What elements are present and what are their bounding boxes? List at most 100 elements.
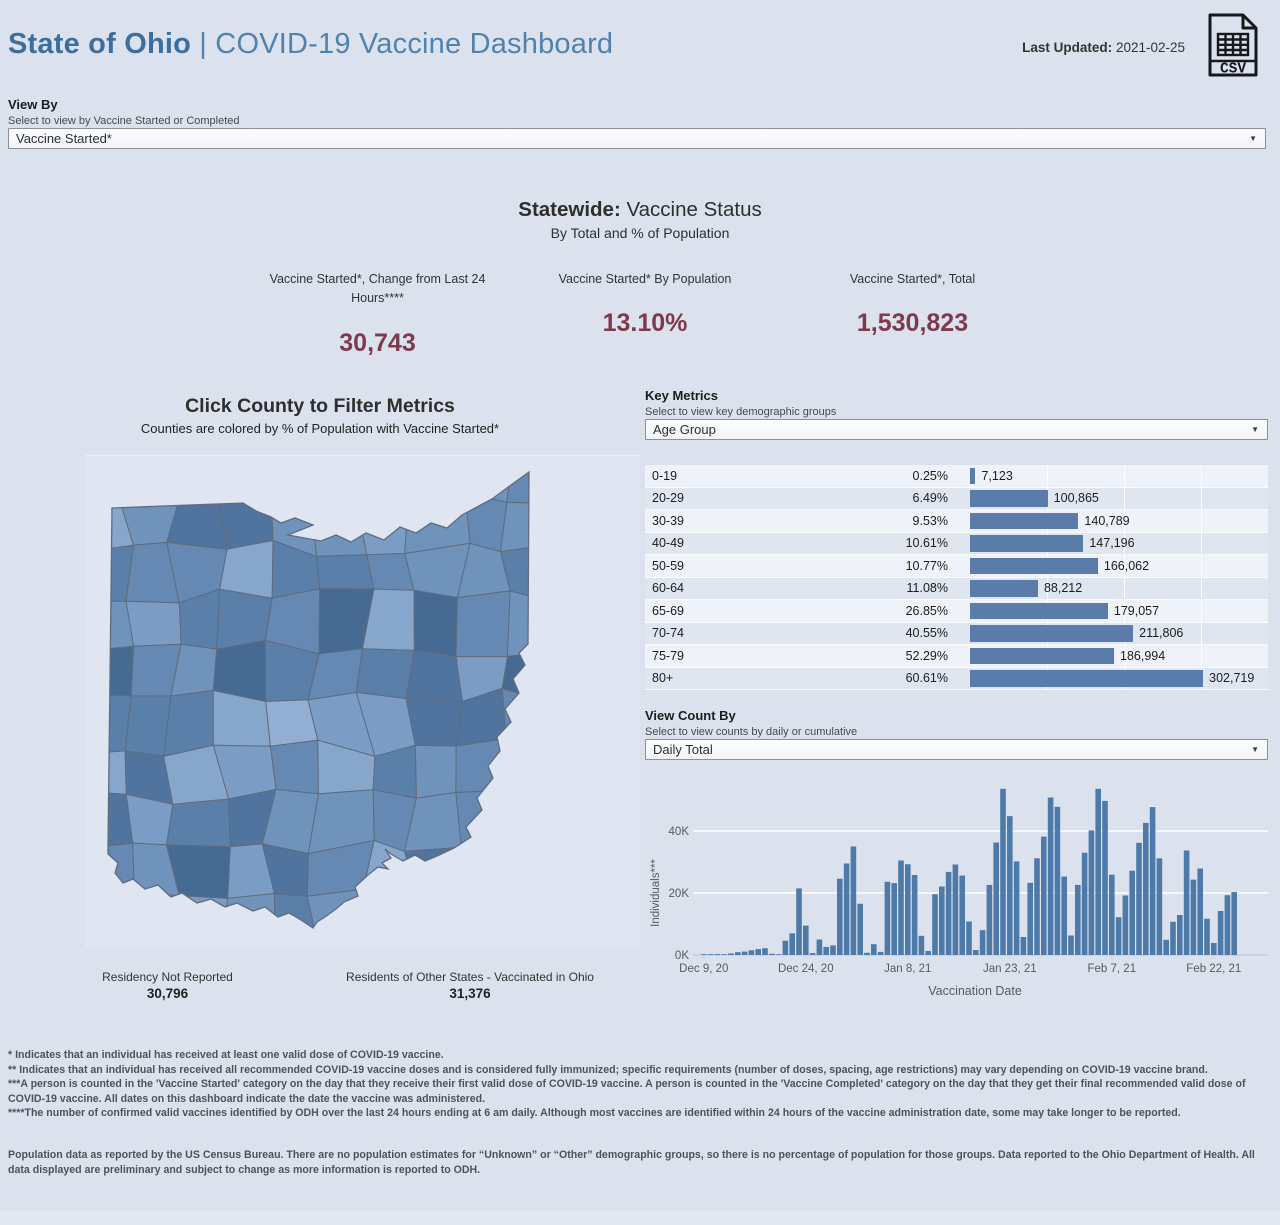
daily-bar[interactable] (1217, 911, 1224, 955)
daily-bar[interactable] (925, 951, 931, 955)
daily-bar[interactable] (769, 953, 775, 955)
daily-bar[interactable] (809, 953, 816, 955)
daily-bar[interactable] (1020, 937, 1027, 955)
daily-bar[interactable] (898, 860, 904, 956)
daily-bar[interactable] (1075, 884, 1081, 955)
daily-bar[interactable] (973, 950, 979, 955)
daily-bar[interactable] (755, 949, 761, 955)
daily-bar[interactable] (1177, 915, 1183, 955)
daily-bar[interactable] (1197, 868, 1203, 956)
demographic-group-select[interactable]: Age Group ▼ (645, 419, 1268, 440)
daily-bar[interactable] (945, 871, 952, 955)
daily-bar[interactable] (762, 948, 768, 955)
daily-bar[interactable] (1136, 842, 1142, 955)
county-shape[interactable] (413, 589, 458, 658)
county-shape[interactable] (172, 895, 229, 944)
county-shape[interactable] (455, 590, 511, 658)
daily-bar[interactable] (816, 939, 823, 956)
count-bar[interactable] (970, 490, 1048, 507)
daily-bar[interactable] (1054, 806, 1061, 955)
county-shape[interactable] (356, 456, 417, 508)
daily-bar[interactable] (1061, 876, 1067, 955)
daily-bar[interactable] (952, 864, 959, 956)
daily-bar[interactable] (721, 954, 727, 955)
county-shape[interactable] (85, 891, 135, 942)
daily-bar[interactable] (959, 875, 965, 955)
key-metrics-row[interactable]: 30-39 9.53% 140,789 (645, 510, 1268, 533)
county-shape[interactable] (85, 750, 127, 795)
county-shape[interactable] (311, 456, 361, 508)
daily-bar[interactable] (1068, 935, 1074, 956)
count-bar[interactable] (970, 467, 976, 484)
county-shape[interactable] (263, 456, 324, 505)
daily-bar[interactable] (877, 951, 884, 955)
daily-bar[interactable] (748, 950, 755, 955)
county-shape[interactable] (85, 544, 135, 602)
count-bar[interactable] (970, 512, 1079, 529)
county-shape[interactable] (508, 889, 558, 949)
county-shape[interactable] (501, 648, 560, 708)
daily-bar[interactable] (864, 952, 870, 955)
daily-bar[interactable] (1000, 788, 1006, 955)
key-metrics-row[interactable]: 40-49 10.61% 147,196 (645, 532, 1268, 555)
county-shape[interactable] (269, 739, 319, 795)
daily-bar[interactable] (986, 884, 993, 955)
key-metrics-row[interactable]: 50-59 10.77% 166,062 (645, 555, 1268, 578)
county-shape[interactable] (404, 489, 471, 555)
daily-bar[interactable] (1156, 858, 1163, 955)
county-shape[interactable] (85, 456, 127, 497)
key-metrics-row[interactable]: 70-74 40.55% 211,806 (645, 622, 1268, 645)
county-shape[interactable] (501, 687, 560, 740)
county-shape[interactable] (165, 798, 231, 848)
daily-bar[interactable] (1163, 939, 1169, 955)
daily-bar[interactable] (1109, 874, 1115, 955)
daily-bar[interactable] (905, 864, 911, 955)
county-shape[interactable] (219, 892, 276, 944)
county-shape[interactable] (315, 554, 375, 590)
daily-bar[interactable] (843, 863, 850, 956)
county-shape[interactable] (408, 456, 466, 493)
county-shape[interactable] (166, 493, 228, 550)
daily-bar[interactable] (782, 940, 789, 955)
key-metrics-row[interactable]: 75-79 52.29% 186,994 (645, 645, 1268, 668)
view-by-select[interactable]: Vaccine Started* ▼ (8, 128, 1266, 149)
csv-download-icon[interactable]: CSV (1205, 12, 1261, 78)
county-shape[interactable] (356, 489, 410, 556)
daily-bar[interactable] (823, 946, 829, 955)
key-metrics-row[interactable]: 60-64 11.08% 88,212 (645, 577, 1268, 600)
daily-bar[interactable] (911, 875, 918, 955)
key-metrics-row[interactable]: 0-19 0.25% 7,123 (645, 465, 1268, 488)
daily-bar[interactable] (1211, 942, 1217, 955)
county-shape[interactable] (125, 600, 182, 647)
daily-bar[interactable] (803, 925, 809, 955)
county-shape[interactable] (124, 695, 172, 757)
county-shape[interactable] (455, 789, 516, 853)
count-bar[interactable] (970, 602, 1108, 619)
county-shape[interactable] (218, 488, 274, 550)
daily-bar[interactable] (939, 886, 945, 956)
count-bar[interactable] (970, 670, 1204, 687)
county-shape[interactable] (506, 456, 558, 504)
county-shape[interactable] (355, 648, 415, 700)
daily-bar[interactable] (1190, 879, 1197, 955)
daily-bar[interactable] (1149, 807, 1156, 955)
daily-bar[interactable] (1115, 917, 1122, 955)
key-metrics-row[interactable]: 65-69 26.85% 179,057 (645, 600, 1268, 623)
daily-bar[interactable] (837, 878, 843, 955)
daily-bar[interactable] (741, 951, 748, 955)
count-bar[interactable] (970, 647, 1115, 664)
county-shape[interactable] (216, 456, 272, 502)
daily-bar[interactable] (1027, 882, 1033, 955)
county-shape[interactable] (505, 738, 556, 793)
daily-bar[interactable] (775, 954, 782, 955)
count-bar[interactable] (970, 557, 1098, 574)
count-bar[interactable] (970, 580, 1038, 597)
county-shape[interactable] (412, 893, 463, 949)
county-shape[interactable] (128, 891, 180, 944)
county-shape[interactable] (507, 590, 559, 658)
daily-bar[interactable] (1224, 895, 1231, 955)
daily-bar[interactable] (871, 944, 877, 955)
daily-bar[interactable] (1204, 918, 1210, 955)
daily-bar[interactable] (884, 881, 891, 955)
daily-bar[interactable] (857, 903, 863, 955)
